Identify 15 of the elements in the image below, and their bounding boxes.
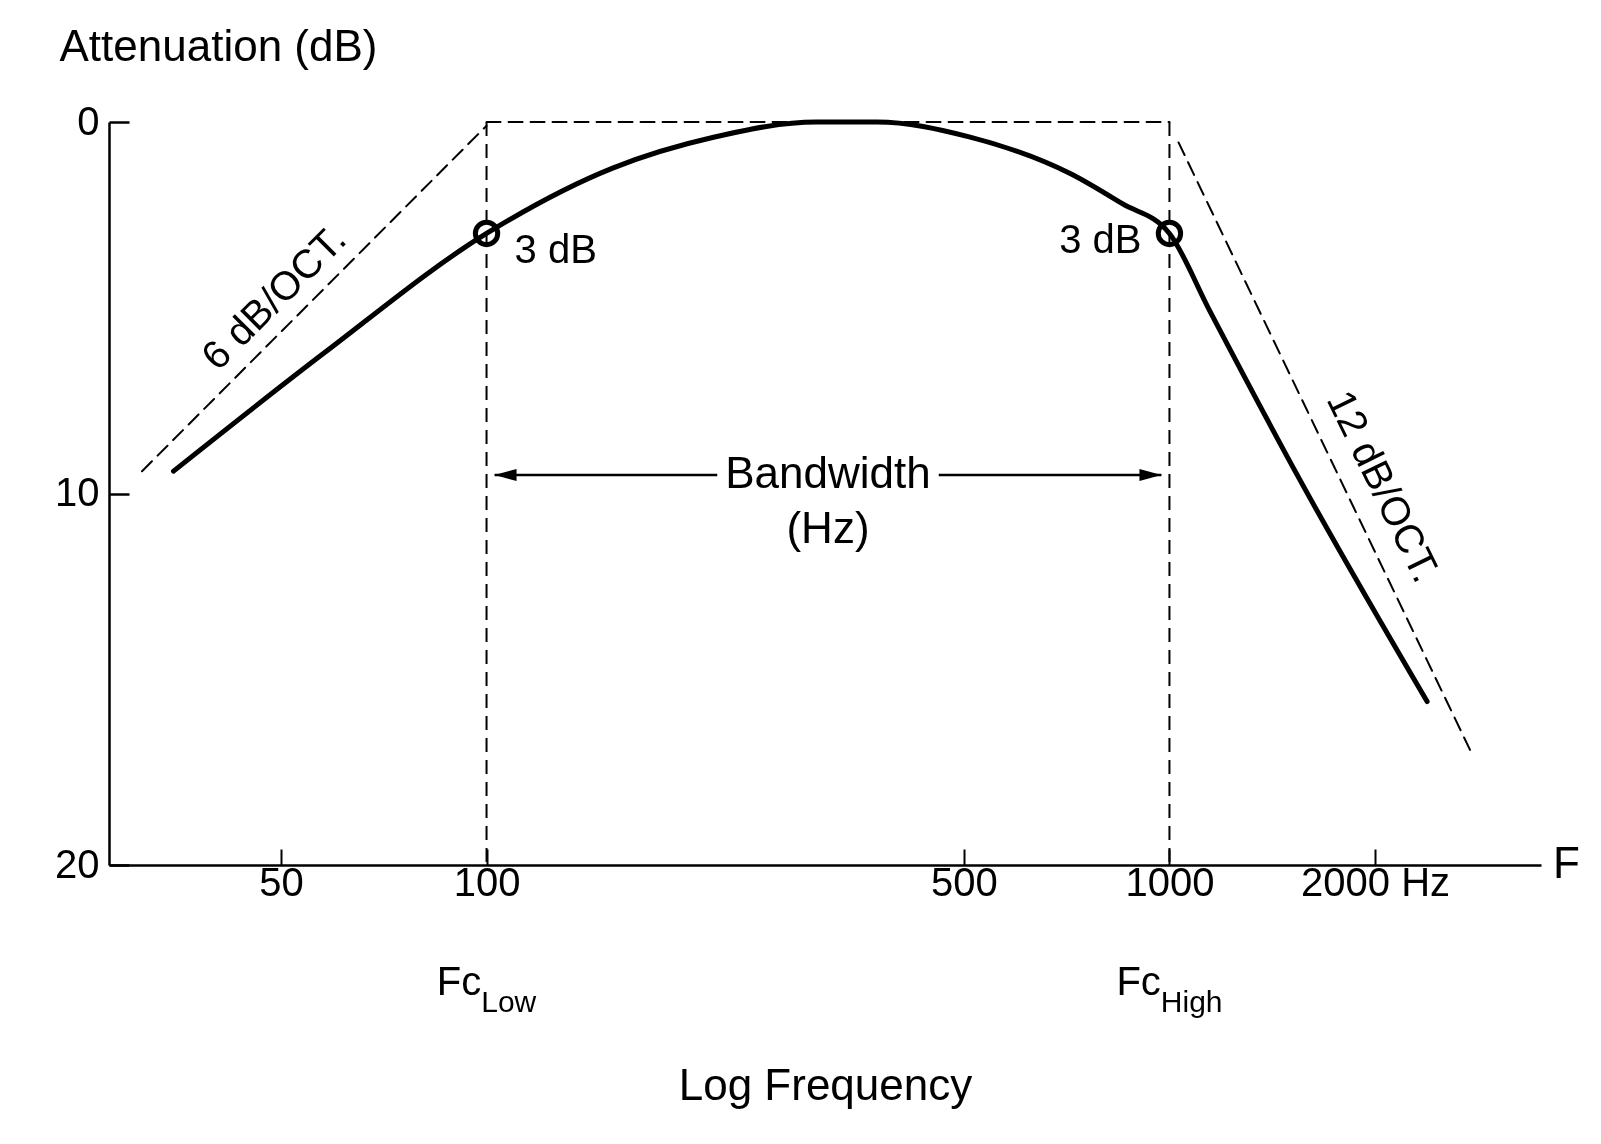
x-tick-label: 500: [931, 859, 998, 904]
annotation: 3 dB: [1059, 217, 1142, 262]
annotation: Bandwidth: [725, 448, 931, 497]
text: F: [1553, 838, 1580, 887]
y-tick-label: 20: [55, 841, 100, 886]
x-axis-title: Log Frequency: [678, 1059, 973, 1109]
y-tick-label: 10: [55, 470, 100, 514]
x-tick-label: 2000 Hz: [1301, 859, 1451, 904]
y-axis-title: Attenuation (dB): [59, 20, 378, 70]
x-tick-label: 100: [453, 859, 521, 904]
y-tick-label: 0: [77, 98, 100, 143]
x-tick-label: 50: [259, 859, 304, 904]
x-tick-label: 1000: [1125, 859, 1215, 904]
annotation: 3 dB: [514, 227, 597, 272]
annotation: (Hz): [786, 503, 870, 552]
